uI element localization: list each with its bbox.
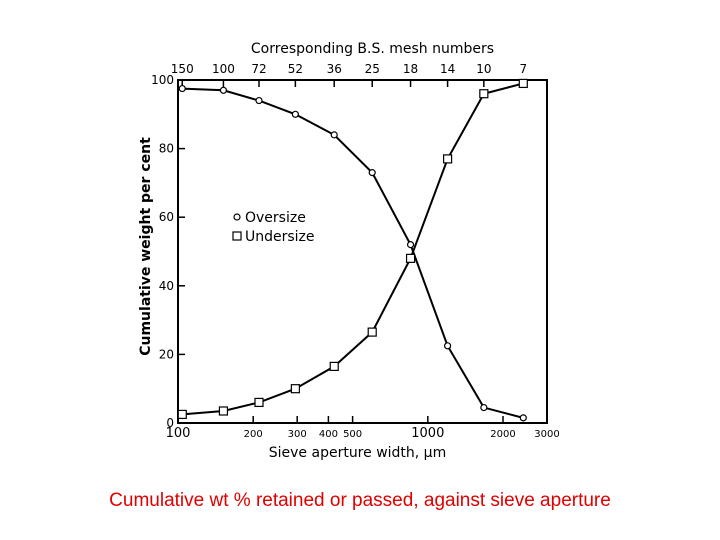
legend-marker-undersize — [232, 231, 242, 241]
top-tick-label-18: 18 — [403, 62, 418, 76]
y-tick-label-0: 0 — [166, 416, 174, 430]
point-undersize-6 — [405, 253, 416, 263]
point-oversize-3 — [291, 110, 299, 118]
x-axis-ticks: 100 200 300 400 500 1000 2000 3000 — [166, 416, 560, 441]
x-tick-label-3000: 3000 — [534, 429, 559, 440]
top-tick-label-14: 14 — [440, 62, 455, 76]
top-tick-label-100: 100 — [212, 62, 235, 76]
series-line-oversize — [182, 87, 524, 419]
top-tick-label-52: 52 — [288, 62, 303, 76]
y-axis-label: Cumulative weight per cent — [138, 137, 154, 356]
top-axis-ticks: 150 100 72 52 36 25 18 14 10 7 — [171, 62, 527, 87]
y-axis-ticks: 0 20 40 60 80 100 — [151, 73, 185, 430]
point-undersize-9 — [518, 78, 528, 89]
series-layer — [177, 78, 528, 422]
point-oversize-1 — [219, 86, 228, 94]
legend-label-undersize: Undersize — [245, 229, 315, 245]
point-undersize-8 — [479, 89, 489, 99]
sieve-chart: 0 20 40 60 80 100 100 200 300 400 500 1000 2000 3000… — [138, 41, 560, 461]
point-undersize-5 — [367, 327, 377, 337]
point-undersize-4 — [329, 361, 339, 372]
point-undersize-7 — [442, 154, 453, 164]
top-tick-label-7: 7 — [519, 62, 527, 76]
chart-caption: Cumulative wt % retained or passed, agai… — [109, 490, 611, 511]
x-tick-label-2000: 2000 — [490, 429, 515, 440]
x-axis-label: Sieve aperture width, µm — [269, 445, 446, 461]
y-tick-label-20: 20 — [159, 347, 174, 361]
point-undersize-3 — [290, 384, 300, 394]
point-undersize-2 — [254, 397, 264, 408]
y-tick-label-80: 80 — [159, 142, 174, 156]
point-oversize-4 — [330, 131, 338, 139]
point-oversize-8 — [480, 403, 488, 412]
point-oversize-2 — [255, 96, 263, 105]
point-oversize-0 — [178, 84, 186, 93]
series-line-undersize — [182, 82, 524, 416]
point-oversize-5 — [368, 169, 376, 177]
x-tick-label-500: 500 — [343, 429, 362, 440]
legend-marker-oversize — [233, 213, 241, 221]
x-tick-label-400: 400 — [319, 429, 338, 440]
point-oversize-7 — [443, 342, 452, 350]
top-tick-label-10: 10 — [476, 62, 491, 76]
top-tick-label-36: 36 — [327, 62, 342, 76]
x-tick-label-200: 200 — [244, 429, 263, 440]
point-oversize-9 — [519, 414, 527, 422]
top-axis-label: Corresponding B.S. mesh numbers — [251, 41, 494, 57]
x-tick-label-1000: 1000 — [411, 426, 444, 441]
y-tick-label-60: 60 — [159, 210, 174, 224]
top-tick-label-72: 72 — [251, 62, 266, 76]
point-oversize-6 — [406, 241, 415, 249]
y-tick-label-40: 40 — [159, 279, 174, 293]
legend-label-oversize: Oversize — [245, 210, 306, 226]
point-undersize-1 — [218, 406, 229, 416]
top-tick-label-25: 25 — [365, 62, 380, 76]
top-tick-label-150: 150 — [171, 62, 194, 76]
legend: Oversize Undersize — [232, 210, 315, 245]
x-tick-label-100: 100 — [166, 426, 191, 441]
x-tick-label-300: 300 — [288, 429, 307, 440]
point-undersize-0 — [177, 409, 187, 420]
plot-frame — [177, 79, 548, 424]
y-tick-label-100: 100 — [151, 73, 174, 87]
